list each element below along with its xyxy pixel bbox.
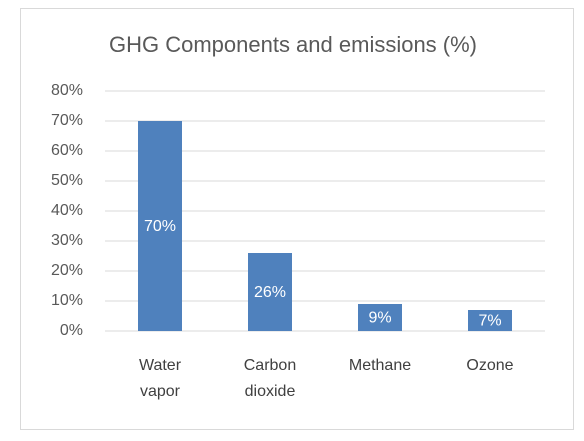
y-tick-label: 70% (51, 112, 83, 129)
bar (358, 304, 402, 331)
x-tick-label: Water vapor (138, 357, 182, 400)
bar (138, 121, 182, 331)
x-tick-label: Ozone (466, 357, 514, 374)
y-tick-label: 80% (51, 82, 83, 99)
y-tick-label: 50% (51, 172, 83, 189)
data-label: 9% (368, 310, 391, 327)
bar (248, 253, 292, 331)
x-tick-label: Carbon dioxide (243, 357, 297, 400)
data-label: 26% (254, 284, 286, 301)
y-tick-label: 30% (51, 232, 83, 249)
y-tick-label: 60% (51, 142, 83, 159)
chart-title: GHG Components and emissions (%) (109, 32, 477, 57)
bar (468, 310, 512, 331)
y-tick-label: 20% (51, 262, 83, 279)
y-tick-label: 0% (60, 322, 83, 339)
y-tick-label: 40% (51, 202, 83, 219)
chart-frame (20, 8, 574, 430)
data-label: 70% (144, 218, 176, 235)
data-label: 7% (478, 313, 501, 330)
x-tick-label: Methane (348, 357, 412, 374)
y-tick-label: 10% (51, 292, 83, 309)
